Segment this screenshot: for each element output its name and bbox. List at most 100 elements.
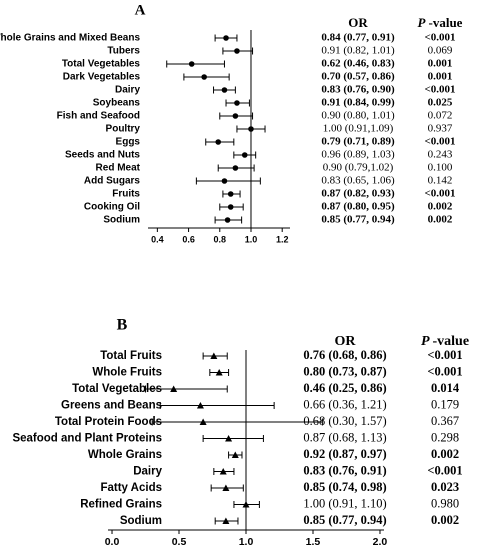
p-value: 0.937 (428, 123, 453, 135)
row-label: Refined Grains (80, 499, 162, 511)
or-value: 0.80 (0.73, 0.87) (303, 364, 386, 378)
point-estimate (188, 61, 195, 67)
row-label: Dairy (115, 85, 140, 96)
row-label: Total Protein Foods (55, 416, 162, 428)
row-label: Whole Fruits (92, 367, 162, 379)
p-value: 0.298 (431, 430, 459, 444)
row-label: Tubers (107, 46, 140, 57)
p-header-symbol: P (421, 334, 430, 349)
p-value: <0.001 (424, 84, 455, 96)
x-tick-label: 1.0 (239, 536, 254, 548)
row-label: Fatty Acids (100, 482, 162, 494)
row-label: Sodium (103, 215, 140, 226)
row-label: Eggs (116, 137, 141, 148)
p-value: 0.069 (428, 45, 453, 57)
p-value: 0.025 (428, 97, 453, 109)
or-value: 0.79 (0.71, 0.89) (321, 136, 395, 148)
row-label: Seafood and Plant Proteins (12, 433, 162, 445)
point-estimate (223, 35, 229, 41)
or-value: 0.91 (0.84, 0.99) (321, 97, 395, 109)
p-value: <0.001 (427, 364, 462, 378)
or-value: 0.85 (0.77, 0.94) (303, 513, 386, 527)
point-estimate (227, 191, 234, 197)
x-tick-label: 1.0 (245, 234, 258, 244)
x-tick-label: 0.8 (214, 234, 227, 244)
point-estimate (199, 418, 207, 425)
p-value: <0.001 (427, 348, 462, 362)
p-value: 0.002 (431, 447, 459, 461)
p-value: 0.179 (431, 397, 459, 411)
row-label: Dairy (133, 466, 162, 478)
p-value: 0.001 (428, 58, 453, 70)
row-label: Total Fruits (100, 350, 162, 362)
p-value: 0.002 (428, 201, 453, 213)
point-estimate (221, 87, 228, 93)
or-value: 0.92 (0.87, 0.97) (303, 447, 386, 461)
p-header: P -value (421, 334, 469, 349)
p-value: 0.023 (431, 480, 459, 494)
or-value: 0.91 (0.82, 1.01) (321, 45, 395, 57)
row-label: Dark Vegetables (63, 72, 141, 83)
row-label: Greens and Beans (61, 400, 162, 412)
row-label: Whole Grains (88, 449, 162, 461)
row-label: Soybeans (93, 98, 141, 109)
point-estimate (219, 468, 227, 475)
panel-title: B (117, 317, 128, 334)
p-value: 0.002 (431, 513, 459, 527)
p-value: 0.100 (428, 162, 453, 174)
point-estimate (221, 178, 228, 184)
row-label: Fish and Seafood (57, 111, 140, 122)
row-label: Total Vegetables (62, 59, 141, 70)
or-header: OR (348, 15, 368, 30)
p-value: <0.001 (424, 188, 455, 200)
or-value: 0.85 (0.74, 0.98) (303, 480, 386, 494)
or-value: 0.62 (0.46, 0.83) (321, 58, 395, 70)
p-value: 0.072 (428, 110, 453, 122)
x-tick-label: 2.0 (373, 536, 388, 548)
p-value: 0.142 (428, 175, 453, 187)
row-label: Cooking Oil (84, 202, 140, 213)
p-value: 0.014 (431, 381, 460, 395)
p-value: 0.980 (431, 496, 459, 510)
or-value: 0.90 (0.79,1.02) (323, 162, 394, 174)
point-estimate (232, 113, 239, 119)
or-value: 0.87 (0.68, 1.13) (303, 430, 386, 444)
or-value: 1.00 (0.91,1.09) (323, 123, 394, 135)
x-tick-label: 0.0 (105, 536, 120, 548)
panel-title: A (135, 2, 146, 18)
or-value: 0.96 (0.89, 1.03) (321, 149, 395, 161)
row-label: Total Vegetables (72, 383, 162, 395)
p-value: 0.243 (428, 149, 453, 161)
p-value: 0.002 (428, 214, 453, 226)
x-tick-label: 0.5 (172, 536, 187, 548)
point-estimate (242, 501, 250, 508)
point-estimate (224, 217, 231, 223)
row-label: Red Meat (96, 163, 141, 174)
point-estimate (222, 484, 230, 491)
point-estimate (248, 126, 254, 132)
p-value: <0.001 (427, 463, 462, 477)
p-value: 0.001 (428, 71, 453, 83)
point-estimate (210, 352, 218, 359)
point-estimate (201, 74, 207, 80)
point-estimate (215, 139, 222, 145)
or-value: 0.83 (0.76, 0.90) (321, 84, 395, 96)
point-estimate (232, 165, 239, 171)
row-label: Add Sugars (84, 176, 141, 187)
point-estimate (225, 435, 233, 442)
p-value: 0.367 (431, 414, 459, 428)
or-value: 0.85 (0.77, 0.94) (321, 214, 395, 226)
or-value: 0.83 (0.65, 1.06) (321, 175, 395, 187)
p-value: <0.001 (424, 136, 455, 148)
or-value: 0.84 (0.77, 0.91) (321, 32, 395, 44)
point-estimate (234, 48, 240, 54)
or-value: 0.46 (0.25, 0.86) (303, 381, 386, 395)
point-estimate (241, 152, 248, 158)
or-value: 0.90 (0.80, 1.01) (321, 110, 395, 122)
x-tick-label: 1.5 (306, 536, 321, 548)
or-value: 0.68 (0.30, 1.57) (303, 414, 386, 428)
point-estimate (231, 451, 239, 458)
x-tick-label: 0.6 (182, 234, 195, 244)
p-header-text: -value (433, 334, 470, 349)
p-header-text: -value (429, 15, 463, 30)
